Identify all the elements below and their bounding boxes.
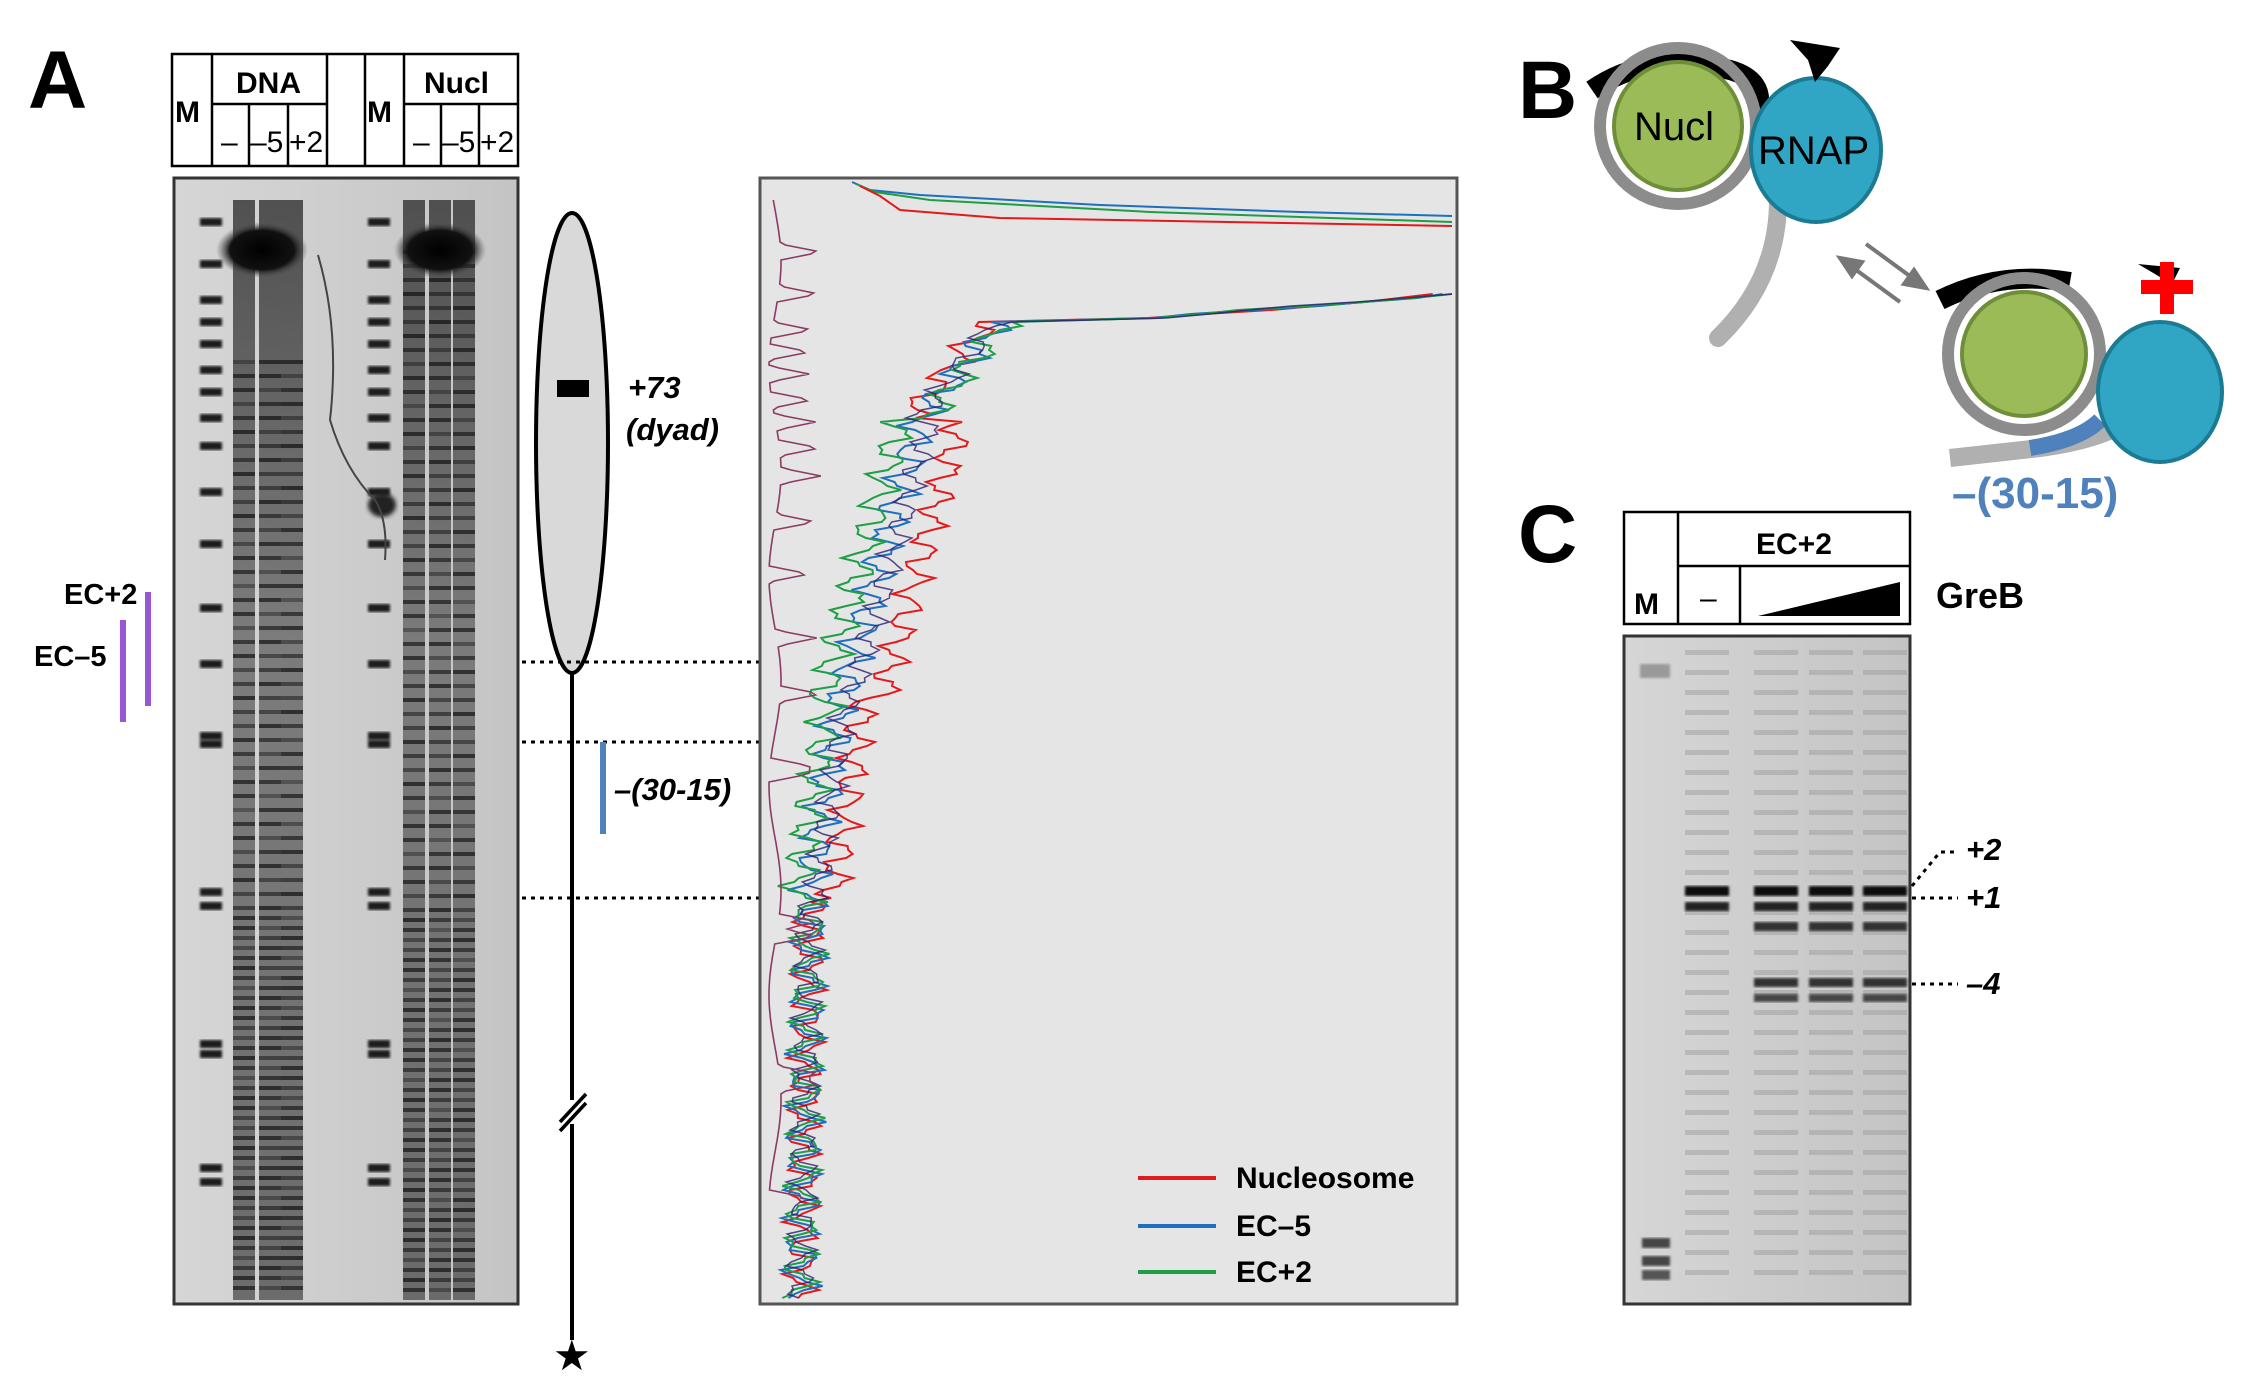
panel-c-lane-header [1622,510,1912,626]
position-label: +1 [1966,880,2001,915]
legend-label-ec-plus2: EC+2 [1236,1256,1312,1289]
position-markers-c [1910,850,1958,986]
lane-label: –5 [442,126,475,159]
greb-label: GreB [1936,575,2024,616]
legend-label-ec-minus5: EC–5 [1236,1210,1311,1243]
dna-label: DNA [236,67,301,100]
dna-template-schematic: ★ [534,211,610,1380]
complex-diagram-upper: Nucl RNAP [1586,40,1883,347]
ec-plus2-label: EC+2 [64,579,137,611]
marker-label-c: M [1634,588,1659,621]
lane-label: +2 [289,126,323,159]
nucl-text: Nucl [1634,105,1714,149]
dyad-label: (dyad) [626,412,719,447]
position-label: +2 [1966,832,2001,867]
rnap-text: RNAP [1758,129,1869,173]
lane-label: – [221,126,238,159]
greb-gradient-wedge [1758,582,1900,616]
dotted-connectors-a [522,660,760,900]
dyad-position-label: +73 [628,370,681,405]
panel-c-letter: C [1518,489,1577,580]
complex-diagram-lower [1935,262,2224,467]
nucl-label: Nucl [424,67,489,100]
densitometry-trace-plot [758,176,1459,1306]
gel-image-c [1622,634,1912,1306]
ec-plus2-header: EC+2 [1756,528,1832,561]
equilibrium-arrows [1835,242,1931,304]
region-label-b: –(30-15) [1952,469,2118,518]
minus-lane-label: – [1700,582,1717,615]
panel-b-letter: B [1518,45,1577,136]
panel-a-lane-header [170,52,520,168]
end-label-star-icon: ★ [553,1331,591,1380]
lane-label: –5 [250,126,283,159]
lane-marker-label: M [175,96,200,129]
lane-label: – [413,126,430,159]
gel-image-a [172,176,520,1306]
lane-marker-label-2: M [367,96,392,129]
lane-label: +2 [480,126,514,159]
position-label: –4 [1966,966,2000,1001]
panel-a-letter: A [28,35,87,126]
legend-label-nucleosome: Nucleosome [1236,1162,1414,1195]
ec-minus5-label: EC–5 [34,641,107,673]
region-label: –(30-15) [614,772,731,807]
trace-legend: Nucleosome EC–5 EC+2 [1138,1162,1414,1289]
